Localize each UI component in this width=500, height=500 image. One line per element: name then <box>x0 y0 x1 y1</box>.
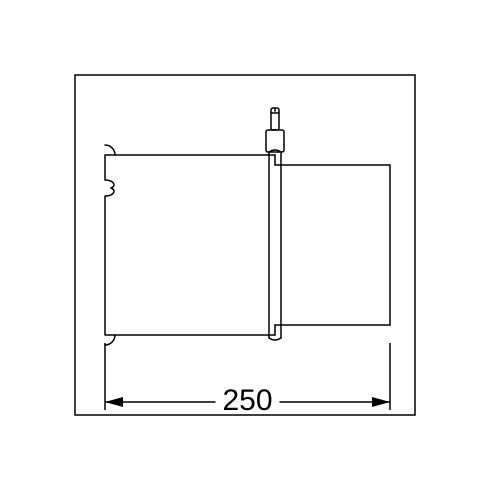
technical-drawing: 250 <box>0 0 500 500</box>
dimension-value: 250 <box>222 384 272 417</box>
frame <box>75 75 415 415</box>
arrow-right-icon <box>372 397 390 407</box>
dimension-250: 250 <box>105 343 390 417</box>
arrow-left-icon <box>105 397 123 407</box>
part-outline <box>105 108 390 345</box>
